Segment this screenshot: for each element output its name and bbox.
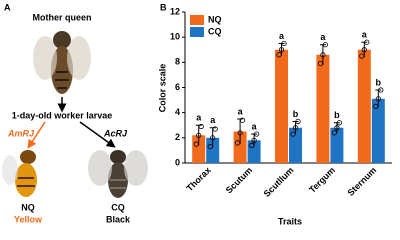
significance-letter: a xyxy=(196,113,202,123)
data-point xyxy=(361,47,367,53)
significance-letter: a xyxy=(238,106,244,116)
legend-label: NQ xyxy=(208,14,222,24)
data-point xyxy=(373,103,379,109)
data-point xyxy=(198,123,204,130)
significance-letter: a xyxy=(320,32,326,42)
legend-swatch xyxy=(190,27,204,37)
panel-label: B xyxy=(160,2,167,12)
data-point xyxy=(320,52,326,58)
x-tick-label: Tergum xyxy=(307,165,337,195)
y-tick-label: 10 xyxy=(170,32,180,42)
data-point xyxy=(292,125,299,131)
data-point xyxy=(237,130,243,136)
y-tick-label: 6 xyxy=(175,82,180,92)
data-point xyxy=(375,96,381,102)
data-point xyxy=(336,120,342,126)
data-point xyxy=(364,39,370,45)
data-point xyxy=(317,60,323,67)
y-tick-label: 2 xyxy=(175,132,180,142)
larvae-label: 1-day-old worker larvae xyxy=(12,110,113,120)
panel-label: A xyxy=(4,2,11,12)
data-point xyxy=(281,40,287,47)
data-point xyxy=(240,117,246,123)
y-tick-label: 8 xyxy=(175,57,180,67)
group-label: NQ xyxy=(21,202,35,212)
significance-letter: a xyxy=(210,115,216,125)
mother-label: Mother queen xyxy=(32,12,91,22)
data-point xyxy=(331,130,337,136)
data-point xyxy=(251,137,257,143)
bar xyxy=(357,49,371,163)
gene-label: AcRJ xyxy=(103,128,128,138)
data-point xyxy=(290,131,296,137)
x-tick-label: Scutum xyxy=(224,165,254,195)
group-label: CQ xyxy=(111,202,125,212)
significance-letter: a xyxy=(279,31,285,41)
x-axis-label: Traits xyxy=(278,216,302,226)
data-point xyxy=(276,52,282,58)
bar xyxy=(371,98,385,163)
data-point xyxy=(210,135,216,141)
y-axis-label: Color scale xyxy=(157,64,167,113)
y-tick-label: 0 xyxy=(175,157,180,167)
x-tick-label: Sternum xyxy=(346,165,379,198)
data-point xyxy=(193,141,199,147)
x-tick-label: Scutllum xyxy=(262,165,296,199)
gene-label: AmRJ xyxy=(7,128,35,138)
x-tick-label: Thorax xyxy=(184,165,212,193)
bar xyxy=(330,127,344,163)
queen-bee xyxy=(33,31,91,94)
data-point xyxy=(249,142,255,148)
data-point xyxy=(212,126,218,132)
data-point xyxy=(334,125,340,131)
legend-swatch xyxy=(190,15,204,25)
black-bee xyxy=(88,150,148,198)
color-label: Black xyxy=(106,214,131,224)
panel-a: A Mother queen 1-day-old worker larvae A… xyxy=(2,2,148,224)
legend-label: CQ xyxy=(208,26,222,36)
significance-letter: b xyxy=(334,110,340,120)
yellow-bee xyxy=(2,150,37,197)
data-point xyxy=(295,118,301,125)
significance-letter: a xyxy=(362,30,368,40)
data-point xyxy=(254,131,260,137)
bar xyxy=(316,54,330,163)
color-label: Yellow xyxy=(14,214,43,224)
significance-letter: a xyxy=(252,121,258,131)
data-point xyxy=(322,42,328,48)
significance-letter: b xyxy=(293,109,299,119)
significance-letter: b xyxy=(376,77,382,87)
data-point xyxy=(278,47,285,53)
bar xyxy=(247,140,261,163)
data-point xyxy=(207,144,213,150)
bar xyxy=(206,137,220,163)
data-point xyxy=(196,132,202,138)
y-tick-label: 4 xyxy=(175,107,180,117)
figure: A Mother queen 1-day-old worker larvae A… xyxy=(2,2,392,226)
data-point xyxy=(235,140,241,146)
data-point xyxy=(378,87,384,93)
y-tick-label: 12 xyxy=(170,6,180,16)
bar xyxy=(275,49,288,163)
bar xyxy=(233,131,247,163)
bar xyxy=(289,127,302,163)
data-point xyxy=(359,53,365,59)
